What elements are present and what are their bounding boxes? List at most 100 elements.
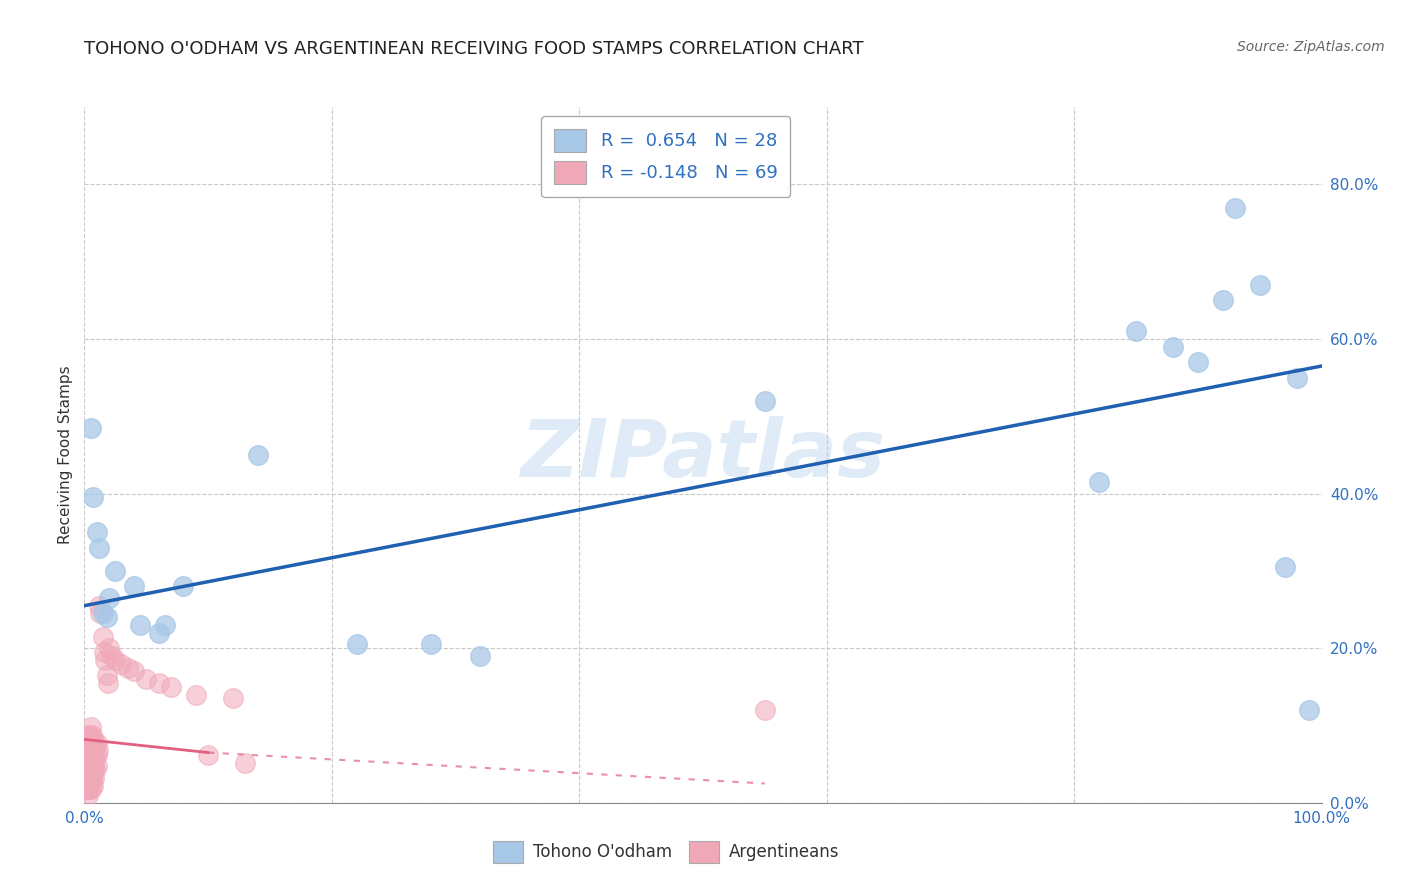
Point bbox=[83, 747, 105, 762]
Point bbox=[79, 421, 101, 435]
Point bbox=[84, 764, 107, 778]
Point bbox=[233, 756, 256, 770]
Point bbox=[80, 751, 103, 765]
Point bbox=[76, 772, 98, 787]
Point bbox=[79, 766, 101, 780]
Point bbox=[79, 774, 101, 789]
Point bbox=[122, 579, 145, 593]
Point bbox=[1187, 355, 1209, 369]
Point bbox=[346, 637, 368, 651]
Point bbox=[470, 648, 492, 663]
Point bbox=[117, 660, 139, 674]
Point bbox=[754, 703, 776, 717]
Point bbox=[89, 599, 111, 613]
Point bbox=[79, 774, 101, 789]
Point bbox=[80, 758, 103, 772]
Point bbox=[1249, 277, 1271, 292]
Point bbox=[97, 676, 120, 690]
Point bbox=[100, 648, 122, 663]
Point bbox=[82, 766, 104, 780]
Point bbox=[77, 774, 100, 789]
Point bbox=[79, 728, 101, 742]
Point bbox=[86, 758, 108, 772]
Point bbox=[79, 781, 101, 796]
Y-axis label: Receiving Food Stamps: Receiving Food Stamps bbox=[58, 366, 73, 544]
Point bbox=[1285, 370, 1308, 384]
Point bbox=[79, 751, 101, 765]
Point bbox=[75, 730, 97, 744]
Point bbox=[79, 720, 101, 734]
Point bbox=[1125, 324, 1147, 338]
Text: TOHONO O'ODHAM VS ARGENTINEAN RECEIVING FOOD STAMPS CORRELATION CHART: TOHONO O'ODHAM VS ARGENTINEAN RECEIVING … bbox=[84, 40, 863, 58]
Point bbox=[83, 735, 105, 749]
Point bbox=[82, 779, 104, 793]
Point bbox=[94, 653, 117, 667]
Point bbox=[79, 758, 101, 772]
Point bbox=[79, 743, 101, 757]
Point bbox=[79, 743, 101, 757]
Point bbox=[93, 645, 115, 659]
Point bbox=[148, 625, 170, 640]
Point bbox=[76, 761, 98, 775]
Point bbox=[98, 591, 121, 605]
Point bbox=[77, 753, 100, 767]
Text: Source: ZipAtlas.com: Source: ZipAtlas.com bbox=[1237, 40, 1385, 54]
Point bbox=[79, 766, 101, 780]
Point bbox=[419, 637, 441, 651]
Point bbox=[80, 740, 103, 755]
Point bbox=[87, 743, 110, 757]
Point bbox=[1161, 340, 1184, 354]
Point bbox=[153, 618, 176, 632]
Point bbox=[82, 756, 104, 770]
Point bbox=[96, 610, 118, 624]
Point bbox=[1298, 703, 1320, 717]
Point bbox=[80, 774, 103, 789]
Point bbox=[104, 564, 127, 578]
Point bbox=[172, 579, 194, 593]
Point bbox=[84, 740, 107, 755]
Point bbox=[160, 680, 183, 694]
Point bbox=[77, 788, 100, 802]
Point bbox=[76, 749, 98, 764]
Point bbox=[184, 688, 207, 702]
Point bbox=[86, 747, 108, 762]
Point bbox=[79, 751, 101, 765]
Point bbox=[197, 747, 219, 762]
Point bbox=[89, 541, 111, 555]
Point bbox=[79, 732, 101, 747]
Point bbox=[83, 771, 105, 785]
Point bbox=[1223, 201, 1246, 215]
Point bbox=[98, 641, 121, 656]
Point bbox=[122, 665, 145, 679]
Point bbox=[82, 491, 104, 505]
Point bbox=[80, 728, 103, 742]
Point bbox=[86, 525, 108, 540]
Point bbox=[76, 781, 98, 796]
Point bbox=[79, 758, 101, 772]
Point bbox=[135, 672, 157, 686]
Point bbox=[222, 691, 245, 706]
Point bbox=[110, 657, 132, 671]
Text: ZIPatlas: ZIPatlas bbox=[520, 416, 886, 494]
Point bbox=[86, 735, 108, 749]
Point bbox=[91, 607, 114, 621]
Point bbox=[104, 653, 127, 667]
Legend: Tohono O'odham, Argentineans: Tohono O'odham, Argentineans bbox=[485, 833, 848, 871]
Point bbox=[77, 781, 100, 796]
Point bbox=[84, 751, 107, 765]
Point bbox=[89, 607, 111, 621]
Point bbox=[80, 766, 103, 780]
Point bbox=[82, 732, 104, 747]
Point bbox=[77, 764, 100, 779]
Point bbox=[754, 393, 776, 408]
Point bbox=[91, 630, 114, 644]
Point bbox=[96, 668, 118, 682]
Point bbox=[129, 618, 152, 632]
Point bbox=[1274, 560, 1296, 574]
Point bbox=[1088, 475, 1111, 489]
Point bbox=[77, 735, 100, 749]
Point bbox=[83, 758, 105, 772]
Point bbox=[1212, 293, 1234, 308]
Point bbox=[79, 781, 101, 796]
Point bbox=[82, 743, 104, 757]
